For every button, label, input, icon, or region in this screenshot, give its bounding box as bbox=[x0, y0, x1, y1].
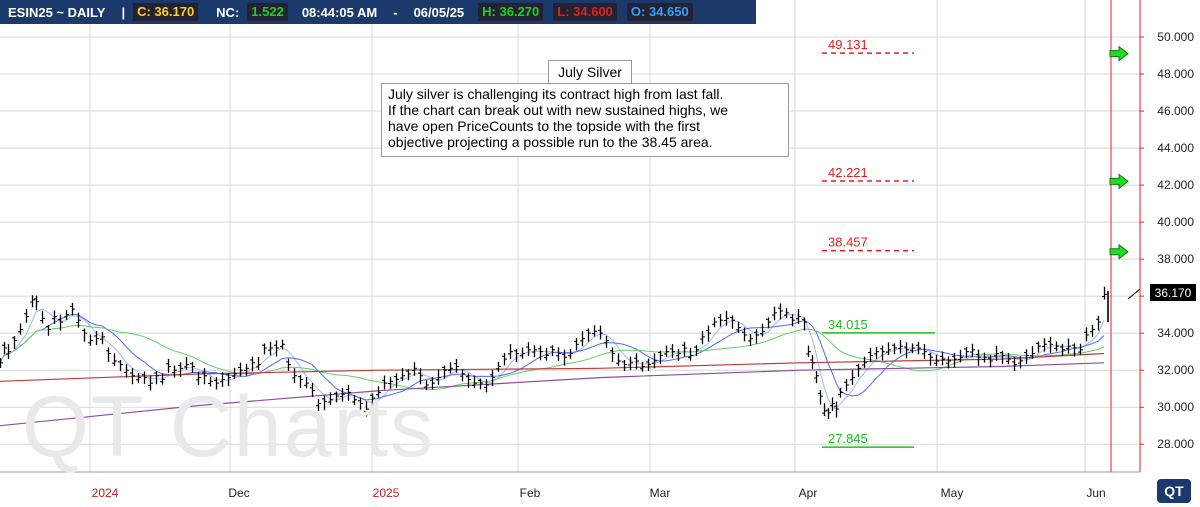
y-tick-label: 46.000 bbox=[1157, 104, 1194, 118]
y-tick-label: 30.000 bbox=[1157, 400, 1194, 414]
x-tick-label: Mar bbox=[650, 486, 671, 500]
x-tick-label: Feb bbox=[520, 486, 541, 500]
symbol-label: ESIN25 ~ DAILY bbox=[8, 4, 106, 20]
price-level-label: 42.221 bbox=[828, 165, 868, 180]
x-tick-label: May bbox=[941, 486, 964, 500]
date-label: 06/05/25 bbox=[413, 4, 465, 20]
price-level-label: 34.015 bbox=[828, 317, 868, 332]
annotation-line: If the chart can break out with new sust… bbox=[388, 102, 729, 118]
annotation-title[interactable]: July Silver bbox=[548, 60, 632, 84]
last-price-box bbox=[1150, 284, 1196, 302]
ma-long-red-line bbox=[0, 352, 1105, 382]
chart-header: ESIN25 ~ DAILY | C: 36.170 NC: 1.522 08:… bbox=[0, 0, 756, 24]
header-separator: | bbox=[121, 4, 126, 20]
y-tick-label: 50.000 bbox=[1157, 30, 1194, 44]
last-price-pointer bbox=[1127, 288, 1141, 300]
y-tick-label: 42.000 bbox=[1157, 178, 1194, 192]
annotation-line: objective projecting a possible run to t… bbox=[388, 134, 713, 150]
qt-logo[interactable]: QT bbox=[1157, 479, 1191, 503]
target-arrow-icon bbox=[1109, 173, 1129, 190]
ma-medium-line bbox=[0, 313, 1105, 401]
netchange-label: NC: bbox=[216, 4, 240, 20]
target-arrow-icon bbox=[1109, 45, 1129, 62]
annotation-box[interactable]: July silver is challenging its contract … bbox=[381, 83, 789, 157]
x-tick-label: 2024 bbox=[92, 486, 119, 500]
annotation-line: have open PriceCounts to the topside wit… bbox=[388, 118, 701, 134]
price-level-label: 27.845 bbox=[828, 431, 868, 446]
last-price-label: 36.170 bbox=[1155, 286, 1192, 300]
netchange-value: 1.522 bbox=[247, 3, 288, 21]
ma-fast-line bbox=[0, 308, 1105, 410]
x-tick-label: Dec bbox=[228, 486, 249, 500]
ma-long-purple-line bbox=[0, 362, 1105, 427]
target-arrow-icon bbox=[1109, 243, 1129, 260]
y-tick-label: 34.000 bbox=[1157, 326, 1194, 340]
y-tick-label: 44.000 bbox=[1157, 141, 1194, 155]
y-tick-label: 28.000 bbox=[1157, 437, 1194, 451]
y-tick-label: 48.000 bbox=[1157, 67, 1194, 81]
annotation-line: July silver is challenging its contract … bbox=[388, 86, 724, 102]
y-tick-label: 38.000 bbox=[1157, 252, 1194, 266]
x-tick-label: Apr bbox=[799, 486, 818, 500]
high-value: H: 36.270 bbox=[478, 3, 544, 21]
close-value: C: 36.170 bbox=[133, 3, 199, 21]
open-value: O: 34.650 bbox=[626, 3, 693, 21]
price-level-label: 38.457 bbox=[828, 235, 868, 250]
x-tick-label: Jun bbox=[1086, 486, 1105, 500]
price-level-label: 49.131 bbox=[828, 37, 868, 52]
low-value: L: 34.600 bbox=[553, 3, 617, 21]
y-tick-label: 32.000 bbox=[1157, 363, 1194, 377]
x-tick-label: 2025 bbox=[373, 486, 400, 500]
time-date-dash: - bbox=[393, 4, 398, 20]
y-tick-label: 40.000 bbox=[1157, 215, 1194, 229]
time-label: 08:44:05 AM bbox=[301, 4, 378, 20]
ma-slow-line bbox=[0, 324, 1105, 391]
